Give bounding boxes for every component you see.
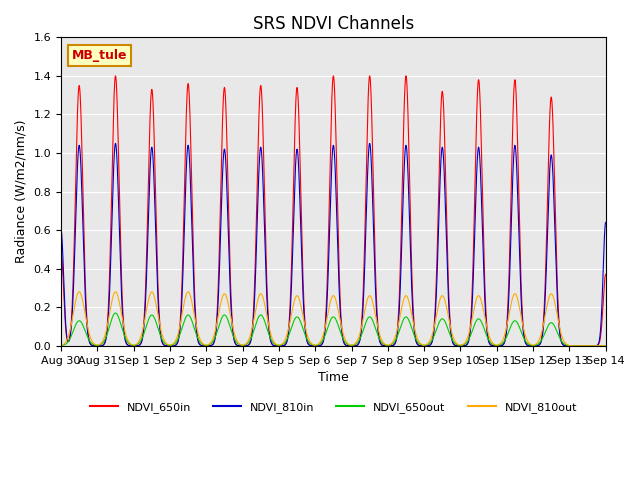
NDVI_810out [552,303,559,309]
Line: NDVI_650out: NDVI_650out [61,313,605,346]
NDVI_810in [398,235,406,240]
NDVI_650in [111,73,119,79]
NDVI_650out [573,343,580,348]
NDVI_810in [57,227,65,233]
NDVI_810out [122,333,130,339]
NDVI_650in [552,216,559,222]
NDVI_650out [122,337,130,343]
NDVI_650in [549,120,557,125]
NDVI_650in [266,331,273,336]
NDVI_810in [122,340,130,346]
Title: SRS NDVI Channels: SRS NDVI Channels [253,15,414,33]
Text: MB_tule: MB_tule [72,49,127,62]
NDVI_810out [573,343,580,348]
NDVI_650in [398,198,406,204]
NDVI_650in [580,343,588,348]
NDVI_810out [57,343,65,348]
NDVI_650out [111,310,119,316]
NDVI_810in [579,343,587,348]
NDVI_650in [122,340,130,346]
NDVI_650out [57,343,65,348]
NDVI_810out [76,289,83,295]
NDVI_650out [266,334,273,339]
NDVI_810out [398,303,406,309]
NDVI_650out [398,320,406,326]
NDVI_650out [549,321,557,326]
NDVI_650out [602,343,609,348]
Y-axis label: Radiance (W/m2/nm/s): Radiance (W/m2/nm/s) [15,120,28,264]
NDVI_650in [57,251,65,256]
NDVI_810in [552,246,559,252]
Legend: NDVI_650in, NDVI_810in, NDVI_650out, NDVI_810out: NDVI_650in, NDVI_810in, NDVI_650out, NDV… [85,397,581,418]
Line: NDVI_810in: NDVI_810in [61,144,605,346]
X-axis label: Time: Time [318,371,349,384]
NDVI_810in [111,141,119,146]
NDVI_810in [549,171,557,177]
Line: NDVI_650in: NDVI_650in [61,76,605,346]
NDVI_810out [266,327,273,333]
NDVI_810in [266,334,273,339]
NDVI_650in [573,343,580,348]
NDVI_650in [602,272,609,277]
NDVI_650out [552,325,559,331]
NDVI_810out [549,293,557,299]
NDVI_810in [602,219,609,225]
NDVI_810in [573,343,580,348]
NDVI_810out [602,343,609,348]
Line: NDVI_810out: NDVI_810out [61,292,605,346]
